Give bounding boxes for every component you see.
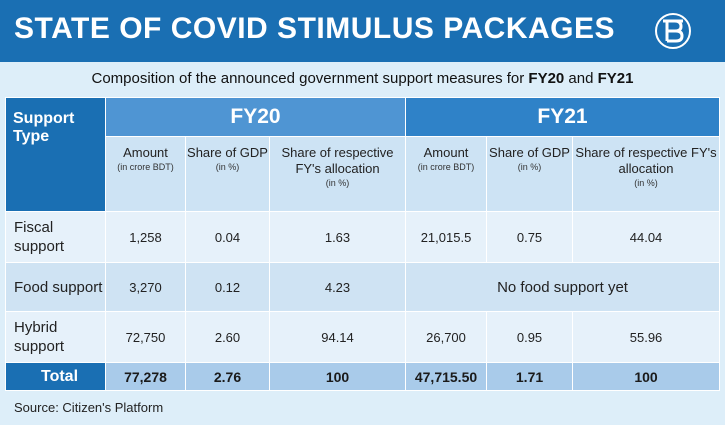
table-cell: 1.71 bbox=[486, 362, 574, 391]
table-row: Food support 3,270 0.12 4.23 No food sup… bbox=[5, 262, 721, 312]
fy20-header: FY20 bbox=[104, 97, 407, 137]
fy21-amount-header: Amount (in crore BDT) bbox=[405, 136, 488, 212]
table-cell: 77,278 bbox=[105, 362, 186, 391]
page-title: STATE OF COVID STIMULUS PACKAGES bbox=[14, 12, 616, 45]
row-label: Hybrid support bbox=[5, 311, 106, 363]
table-cell: 2.76 bbox=[185, 362, 270, 391]
fy20-amount-header: Amount (in crore BDT) bbox=[105, 136, 186, 212]
table-subtitle: Composition of the announced government … bbox=[91, 70, 634, 87]
table-cell: 2.60 bbox=[185, 311, 270, 363]
table-row: Hybrid support 72,750 2.60 94.14 26,700 … bbox=[5, 311, 721, 363]
table-cell: 44.04 bbox=[572, 211, 721, 263]
table-cell: 1.63 bbox=[268, 211, 407, 263]
table-cell: 0.75 bbox=[486, 211, 574, 263]
bangla-b-logo-icon bbox=[655, 13, 691, 49]
table-cell: 0.95 bbox=[486, 311, 574, 363]
fy21-allocation-share-header: Share of respective FY's allocation (in %… bbox=[572, 136, 721, 212]
table-cell: 0.12 bbox=[185, 262, 270, 312]
table-row: Fiscal support 1,258 0.04 1.63 21,015.5 … bbox=[5, 211, 721, 263]
source-note: Source: Citizen's Platform bbox=[14, 400, 164, 415]
row-label: Fiscal support bbox=[5, 211, 106, 263]
total-label: Total bbox=[5, 362, 106, 391]
table-cell: 3,270 bbox=[105, 262, 186, 312]
table-cell: 55.96 bbox=[572, 311, 721, 363]
row-label: Food support bbox=[5, 262, 106, 312]
total-row: Total 77,278 2.76 100 47,715.50 1.71 100 bbox=[5, 362, 721, 391]
table-cell: 0.04 bbox=[185, 211, 270, 263]
fy21-header: FY21 bbox=[405, 97, 721, 137]
table-cell: 100 bbox=[268, 362, 407, 391]
header-banner: STATE OF COVID STIMULUS PACKAGES bbox=[0, 0, 725, 62]
fy21-gdp-share-header: Share of GDP (in %) bbox=[486, 136, 574, 212]
table-cell: 21,015.5 bbox=[405, 211, 488, 263]
support-type-header: Support Type bbox=[5, 97, 106, 212]
table-cell: 4.23 bbox=[268, 262, 407, 312]
table-cell: 72,750 bbox=[105, 311, 186, 363]
stimulus-table: Support Type FY20 FY21 Amount (in crore B… bbox=[5, 97, 721, 391]
fy20-allocation-share-header: Share of respective FY's allocation (in %… bbox=[268, 136, 407, 212]
table-cell: 100 bbox=[572, 362, 721, 391]
fy20-gdp-share-header: Share of GDP (in %) bbox=[185, 136, 270, 212]
table-cell: 1,258 bbox=[105, 211, 186, 263]
no-food-support-note: No food support yet bbox=[405, 262, 721, 312]
table-cell: 94.14 bbox=[268, 311, 407, 363]
table-cell: 26,700 bbox=[405, 311, 488, 363]
table-cell: 47,715.50 bbox=[405, 362, 488, 391]
